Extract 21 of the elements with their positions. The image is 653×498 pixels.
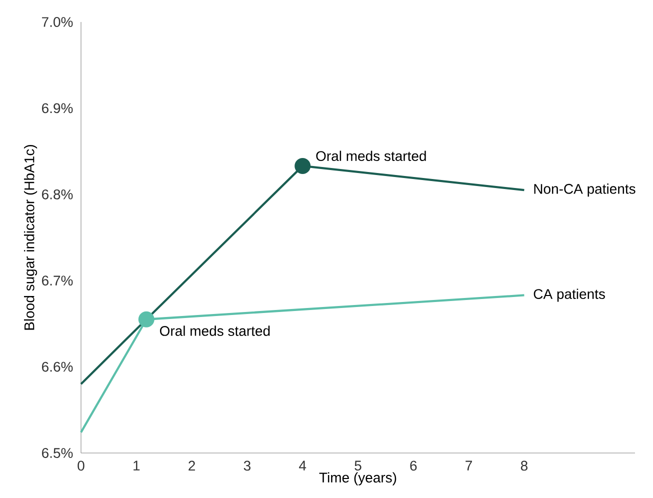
x-tick-label: 7 <box>466 460 472 470</box>
x-tick-label: 8 <box>520 460 528 471</box>
x-tick-label: 3 <box>244 460 250 471</box>
x-tick-label: 0 <box>78 460 84 471</box>
y-tick-label: 6.6% <box>42 362 73 372</box>
x-axis-title: Time (years) <box>319 472 396 486</box>
y-axis-title: Blood sugar indicator (HbA1c) <box>24 145 38 330</box>
y-tick-label: 6.9% <box>42 103 73 114</box>
x-tick-label: 5 <box>354 460 362 471</box>
x-tick-label: 1 <box>134 460 140 470</box>
annotation: Oral meds started <box>316 150 426 162</box>
y-tick-label: 7.0% <box>42 17 73 27</box>
x-tick-label: 6 <box>410 460 417 471</box>
y-tick-label: 6.5% <box>42 448 73 458</box>
annotation: Oral meds started <box>160 326 270 336</box>
series-label: Non-CA patients <box>534 184 636 197</box>
x-tick-label: 2 <box>188 460 195 471</box>
y-tick-label: 6.7% <box>42 276 73 286</box>
series-label: CA patients <box>534 288 605 302</box>
x-tick-label: 4 <box>299 460 306 470</box>
y-tick-label: 6.8% <box>42 189 73 200</box>
